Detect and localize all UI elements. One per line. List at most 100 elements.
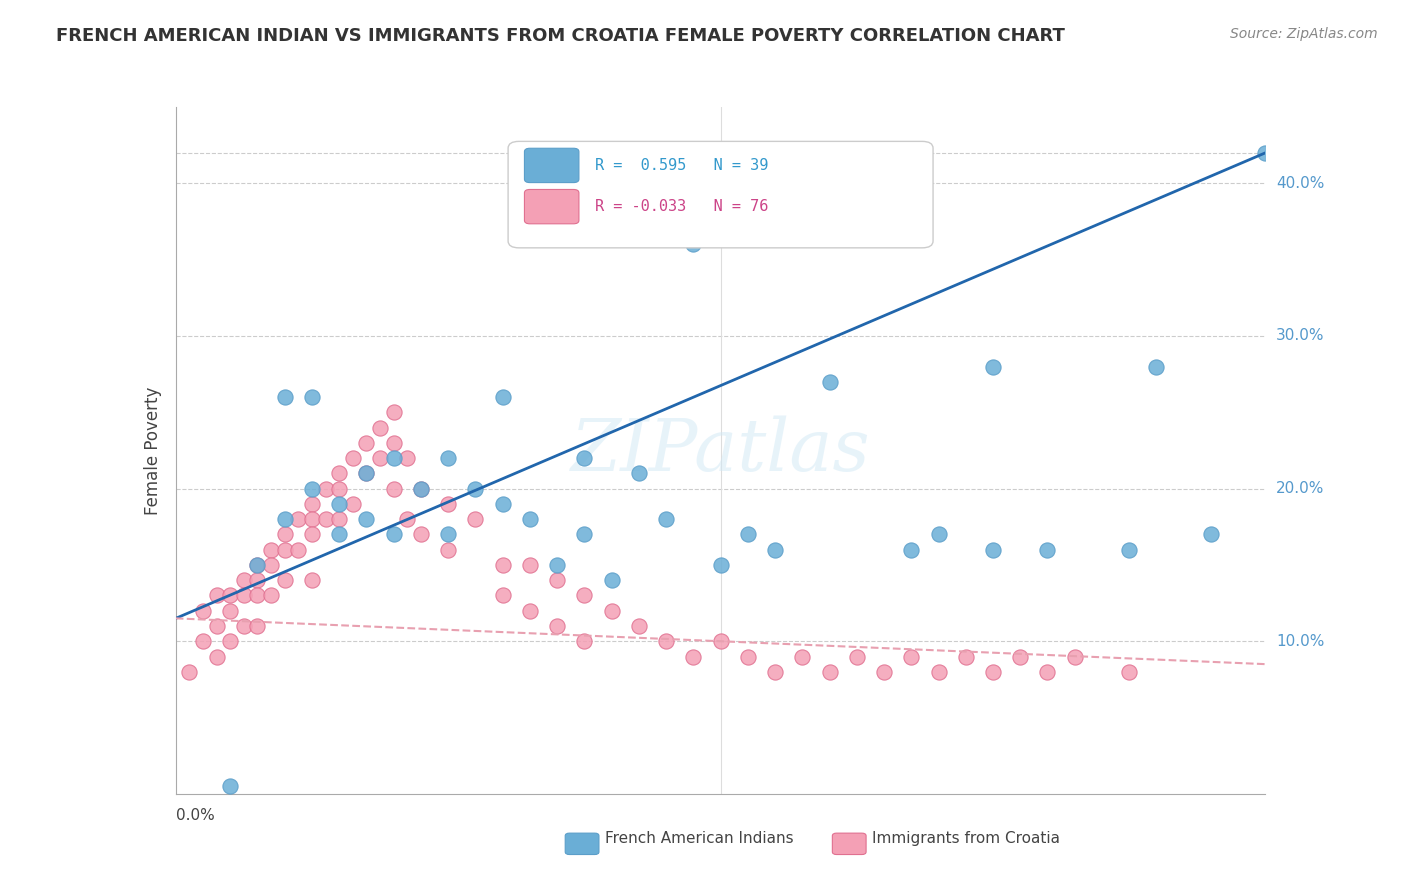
Point [737,527,759,541]
Point [368,451,391,466]
Point [1118,542,1140,557]
Point [328,497,350,511]
Point [492,558,515,572]
Point [1010,649,1032,664]
Point [301,482,323,496]
Point [219,589,242,603]
Point [396,451,419,466]
Point [356,467,378,481]
Point [315,482,337,496]
Point [519,604,541,618]
Point [792,649,814,664]
Point [574,634,596,648]
Point [287,542,309,557]
Point [301,573,323,587]
FancyBboxPatch shape [524,189,579,224]
Point [737,649,759,664]
Point [1144,359,1167,374]
Point [274,542,297,557]
Point [232,619,254,633]
Point [274,573,297,587]
Point [600,604,623,618]
Point [205,649,228,664]
FancyBboxPatch shape [508,141,934,248]
Point [492,497,515,511]
Point [219,604,242,618]
Point [342,497,364,511]
Point [246,619,269,633]
Point [1118,665,1140,679]
Point [409,482,432,496]
Point [437,451,460,466]
Point [179,665,201,679]
Point [205,589,228,603]
Text: 10.0%: 10.0% [1277,633,1324,648]
Point [409,527,432,541]
Point [981,542,1004,557]
Point [382,451,405,466]
Point [627,619,650,633]
Point [519,558,541,572]
Point [382,435,405,450]
Point [1199,527,1222,541]
Point [191,604,214,618]
Point [368,420,391,434]
Point [328,512,350,526]
Point [1254,145,1277,160]
Point [464,512,486,526]
Point [274,512,297,526]
Point [232,589,254,603]
Point [191,634,214,648]
Point [382,405,405,419]
Point [232,573,254,587]
Point [437,542,460,557]
Point [301,527,323,541]
Text: R =  0.595   N = 39: R = 0.595 N = 39 [595,158,769,173]
Point [574,527,596,541]
Point [437,527,460,541]
Text: 20.0%: 20.0% [1277,481,1324,496]
Point [818,375,841,389]
Text: 40.0%: 40.0% [1277,176,1324,191]
Point [301,390,323,404]
Point [246,573,269,587]
Point [981,359,1004,374]
Point [356,435,378,450]
Text: R = -0.033   N = 76: R = -0.033 N = 76 [595,199,769,214]
Point [845,649,868,664]
Point [274,527,297,541]
Point [219,634,242,648]
Point [873,665,896,679]
Point [627,467,650,481]
Point [328,527,350,541]
Point [900,649,922,664]
Point [356,467,378,481]
Point [1036,542,1059,557]
Point [818,665,841,679]
Point [546,619,568,633]
Point [287,512,309,526]
Point [274,390,297,404]
Text: ZIPatlas: ZIPatlas [571,415,870,486]
Point [682,649,704,664]
Point [763,542,786,557]
Point [519,512,541,526]
Point [382,482,405,496]
Point [492,589,515,603]
Point [301,497,323,511]
Text: 0.0%: 0.0% [176,807,215,822]
Point [1063,649,1085,664]
Point [546,558,568,572]
Point [574,589,596,603]
Point [682,237,704,252]
Point [928,527,950,541]
FancyBboxPatch shape [524,148,579,183]
Text: Immigrants from Croatia: Immigrants from Croatia [872,831,1060,846]
Point [246,589,269,603]
Point [981,665,1004,679]
Point [260,558,283,572]
Point [219,779,242,793]
Point [900,542,922,557]
Point [301,512,323,526]
Point [655,512,678,526]
